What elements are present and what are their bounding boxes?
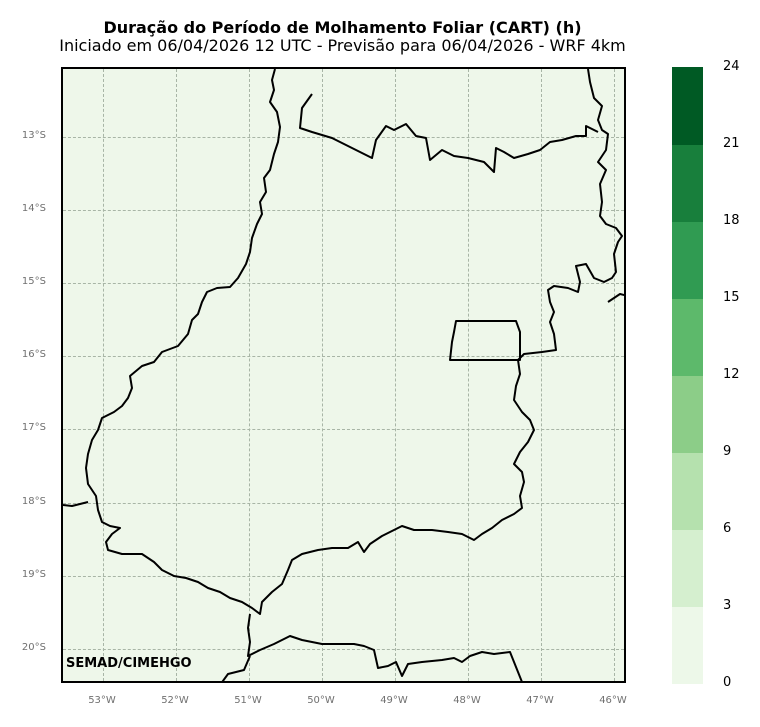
colorbar-tick-label: 3 bbox=[723, 598, 732, 613]
gridline-lon-52 bbox=[176, 69, 177, 681]
lat-label: 14°S bbox=[21, 203, 46, 214]
gridline-lon-49 bbox=[395, 69, 396, 681]
colorbar-tick-label: 6 bbox=[723, 521, 732, 536]
gridline-lat-20 bbox=[63, 649, 624, 650]
map-title: Duração do Período de Molhamento Foliar … bbox=[103, 18, 582, 37]
colorbar-tick-label: 12 bbox=[723, 367, 740, 382]
colorbar-tick-label: 15 bbox=[723, 290, 740, 305]
gridline-lat-15 bbox=[63, 283, 624, 284]
lat-label: 17°S bbox=[21, 422, 46, 433]
southwest-border bbox=[221, 655, 251, 681]
lat-label: 13°S bbox=[21, 130, 46, 141]
gridline-lat-14 bbox=[63, 210, 624, 211]
gridline-lon-48 bbox=[468, 69, 469, 681]
colorbar-segment bbox=[672, 144, 703, 222]
gridline-lat-18 bbox=[63, 503, 624, 504]
lon-label: 53°W bbox=[88, 695, 116, 706]
state-borders bbox=[63, 69, 624, 681]
east-border bbox=[607, 293, 624, 303]
lat-label: 18°S bbox=[21, 496, 46, 507]
gridline-lon-51 bbox=[249, 69, 250, 681]
gridline-lon-53 bbox=[103, 69, 104, 681]
colorbar-segment bbox=[672, 375, 703, 453]
gridline-lat-16 bbox=[63, 356, 624, 357]
west-edge bbox=[63, 501, 89, 507]
lon-label: 51°W bbox=[234, 695, 262, 706]
south-border bbox=[247, 613, 523, 681]
lon-label: 49°W bbox=[380, 695, 408, 706]
colorbar-tick-label: 21 bbox=[723, 136, 740, 151]
gridline-lon-50 bbox=[322, 69, 323, 681]
lon-label: 48°W bbox=[453, 695, 481, 706]
colorbar bbox=[672, 67, 703, 684]
colorbar-tick-label: 9 bbox=[723, 444, 732, 459]
colorbar-segment bbox=[672, 67, 703, 145]
map-panel[interactable] bbox=[61, 67, 626, 683]
colorbar-segment bbox=[672, 529, 703, 607]
colorbar-tick-label: 0 bbox=[723, 675, 732, 690]
lat-label: 19°S bbox=[21, 569, 46, 580]
credit-label: SEMAD/CIMEHGO bbox=[66, 656, 192, 671]
colorbar-segment bbox=[672, 452, 703, 530]
north-border bbox=[299, 93, 599, 173]
gridline-lon-46 bbox=[614, 69, 615, 681]
colorbar-tick-label: 24 bbox=[723, 59, 740, 74]
lon-label: 46°W bbox=[599, 695, 627, 706]
lon-label: 52°W bbox=[161, 695, 189, 706]
map-subtitle: Iniciado em 06/04/2026 12 UTC - Previsão… bbox=[59, 36, 626, 55]
colorbar-segment bbox=[672, 606, 703, 684]
lon-label: 50°W bbox=[307, 695, 335, 706]
gridline-lon-47 bbox=[541, 69, 542, 681]
gridline-lat-13 bbox=[63, 137, 624, 138]
lat-label: 20°S bbox=[21, 642, 46, 653]
gridline-lat-17 bbox=[63, 429, 624, 430]
lon-label: 47°W bbox=[526, 695, 554, 706]
goias-border bbox=[85, 69, 623, 615]
federal-district bbox=[449, 320, 521, 361]
lat-label: 16°S bbox=[21, 349, 46, 360]
colorbar-tick-label: 18 bbox=[723, 213, 740, 228]
lat-label: 15°S bbox=[21, 276, 46, 287]
colorbar-segment bbox=[672, 221, 703, 299]
gridline-lat-19 bbox=[63, 576, 624, 577]
colorbar-segment bbox=[672, 298, 703, 376]
